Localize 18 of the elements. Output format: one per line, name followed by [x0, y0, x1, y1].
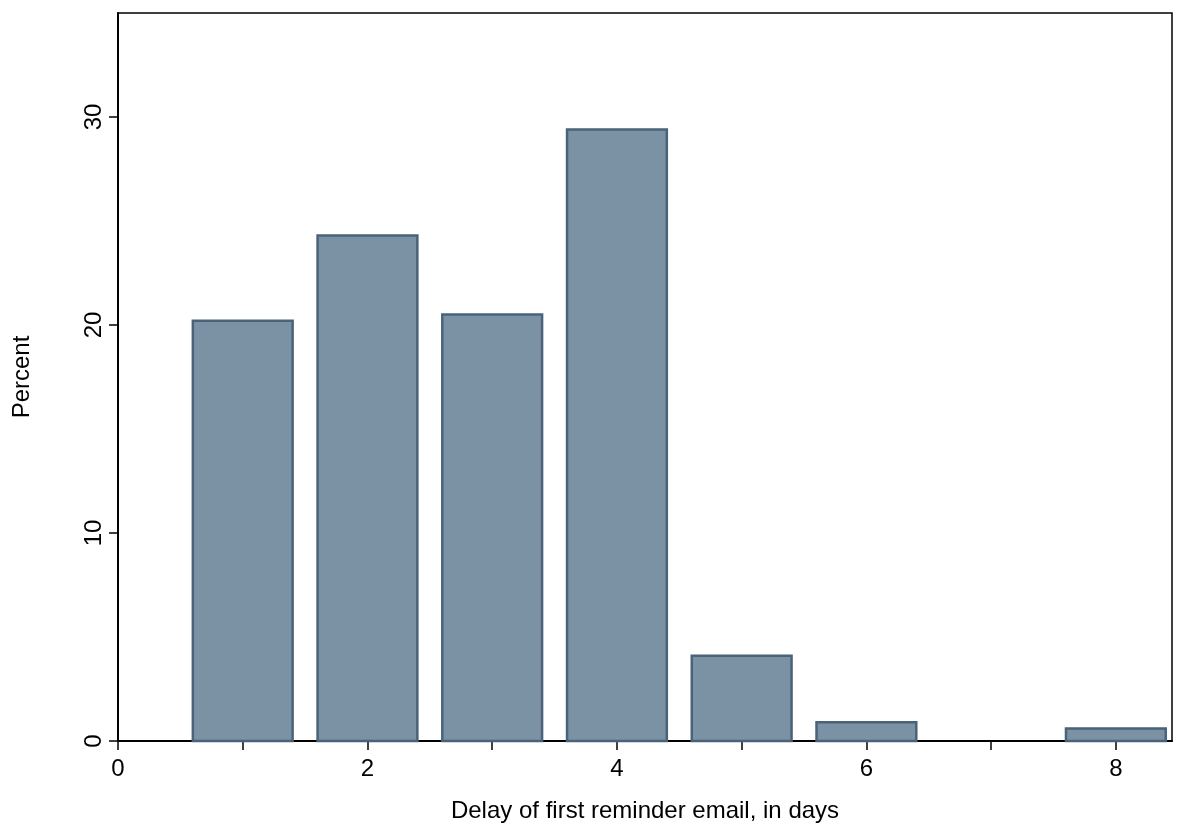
x-tick-label: 2 — [360, 753, 375, 781]
x-tick-label: 6 — [859, 753, 874, 781]
bar — [1064, 727, 1168, 743]
y-tick-label: 0 — [78, 734, 106, 748]
bar — [191, 319, 294, 743]
bar — [441, 313, 544, 743]
x-axis-title: Delay of first reminder email, in days — [450, 795, 840, 823]
y-tick-label: 20 — [78, 311, 106, 339]
bar — [316, 234, 419, 743]
x-tick-label: 0 — [111, 753, 125, 781]
bar — [815, 721, 918, 743]
y-tick-label: 10 — [78, 519, 106, 547]
y-tick-label: 30 — [78, 103, 106, 131]
x-tick-label: 8 — [1109, 753, 1123, 781]
x-tick-label: 4 — [610, 753, 624, 781]
bar — [690, 654, 793, 743]
bar — [565, 128, 669, 743]
y-axis-title: Percent — [6, 335, 34, 419]
